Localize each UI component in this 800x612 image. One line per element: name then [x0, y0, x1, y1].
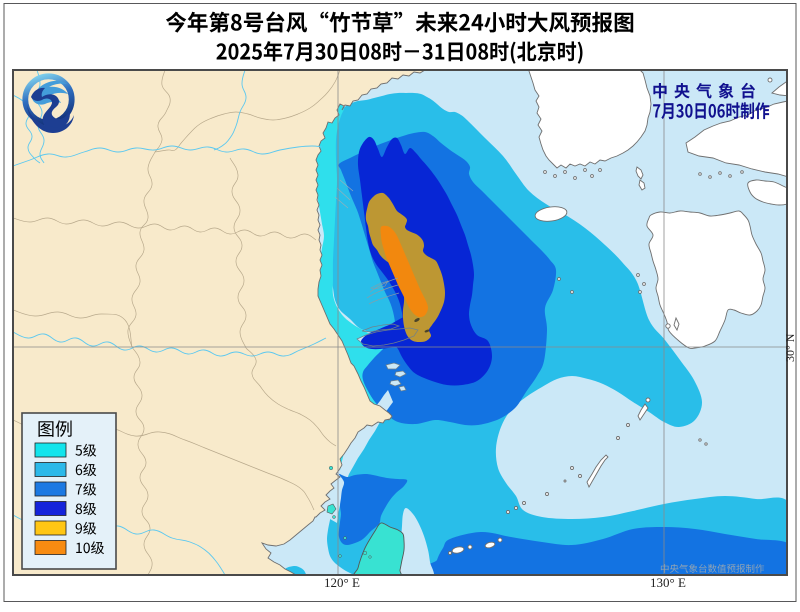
svg-text:130° E: 130° E: [650, 575, 686, 590]
svg-text:120° E: 120° E: [324, 575, 360, 590]
svg-text:30° N: 30° N: [783, 333, 797, 362]
